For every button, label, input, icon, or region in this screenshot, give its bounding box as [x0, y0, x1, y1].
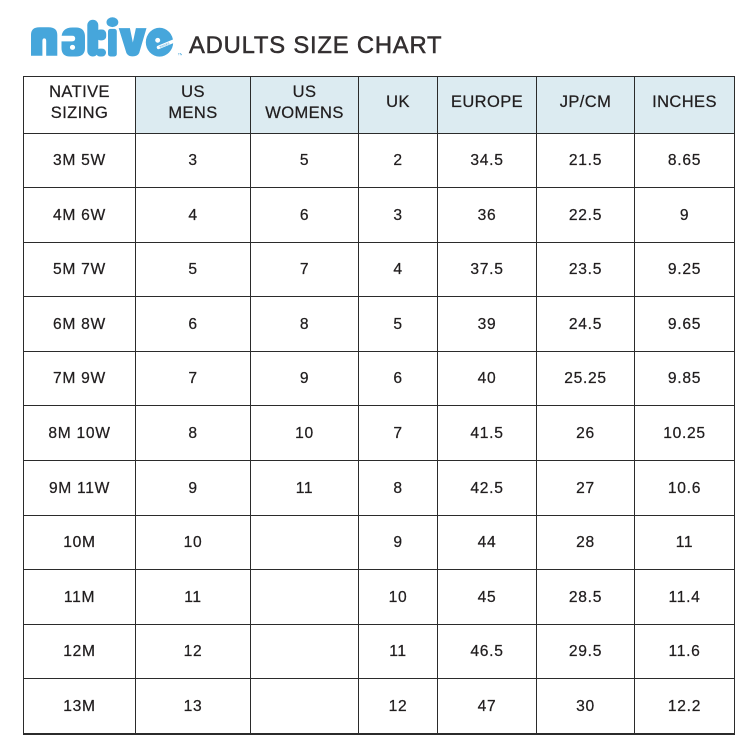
svg-text:™: ™: [177, 52, 182, 59]
svg-text:SHOES: SHOES: [159, 41, 170, 49]
